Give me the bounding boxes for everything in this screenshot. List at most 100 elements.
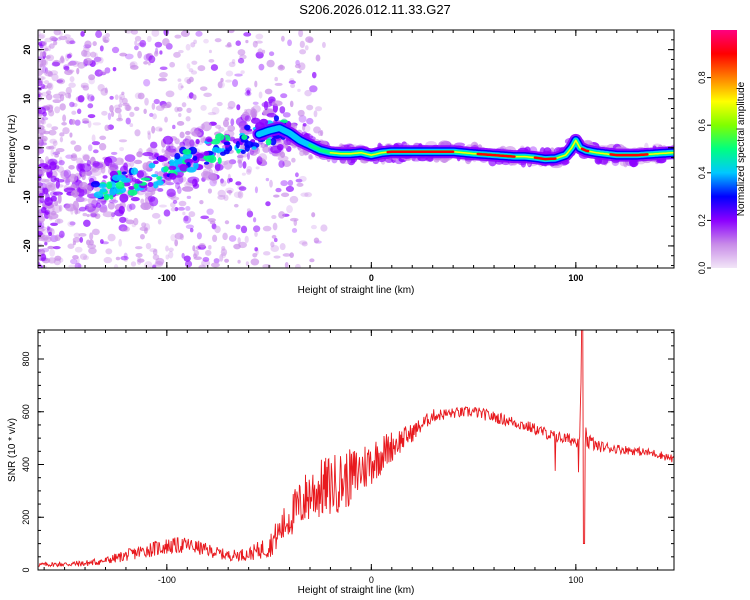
- amplitude-blob: [107, 233, 116, 242]
- amplitude-blob: [203, 92, 212, 98]
- amplitude-blob: [137, 92, 145, 100]
- amplitude-blob: [121, 91, 125, 96]
- amplitude-blob: [107, 112, 112, 121]
- amplitude-blob: [143, 53, 153, 62]
- amplitude-blob: [65, 92, 71, 99]
- amplitude-blob: [246, 166, 253, 173]
- colorbar-tick-label: 0.6: [697, 119, 707, 132]
- amplitude-blob: [280, 180, 288, 187]
- amplitude-blob: [119, 96, 123, 104]
- amplitude-blob: [301, 241, 308, 247]
- amplitude-blob: [242, 161, 247, 169]
- amplitude-blob: [174, 34, 182, 39]
- amplitude-blob: [81, 49, 88, 57]
- amplitude-blob: [136, 169, 147, 180]
- amplitude-blob: [246, 210, 254, 218]
- amplitude-blob: [74, 246, 83, 253]
- amplitude-blob: [252, 101, 259, 105]
- amplitude-blob: [148, 55, 156, 64]
- amplitude-blob: [121, 226, 128, 232]
- amplitude-blob: [58, 35, 68, 41]
- amplitude-blob: [311, 212, 316, 218]
- amplitude-blob: [102, 175, 108, 179]
- amplitude-blob: [297, 109, 305, 117]
- amplitude-blob: [161, 148, 165, 153]
- amplitude-blob: [68, 165, 75, 170]
- ridge-blob: [169, 173, 177, 180]
- amplitude-blob: [241, 111, 250, 122]
- amplitude-blob: [177, 82, 183, 91]
- amplitude-blob: [265, 177, 270, 182]
- amplitude-blob: [227, 100, 236, 109]
- amplitude-blob: [118, 238, 122, 247]
- amplitude-blob: [201, 170, 212, 179]
- amplitude-blob: [279, 64, 284, 70]
- amplitude-blob: [74, 262, 82, 268]
- ridge-blob: [157, 155, 166, 163]
- ridge-blob: [168, 165, 177, 171]
- amplitude-blob: [228, 30, 235, 34]
- amplitude-blob: [192, 245, 196, 252]
- amplitude-blob: [72, 200, 80, 211]
- amplitude-blob: [109, 105, 114, 113]
- amplitude-blob: [87, 197, 97, 205]
- amplitude-blob: [134, 40, 138, 46]
- amplitude-blob: [120, 255, 129, 261]
- ridge-blob: [244, 124, 251, 131]
- amplitude-blob: [133, 159, 143, 165]
- amplitude-blob: [225, 70, 234, 77]
- amplitude-blob: [129, 64, 139, 70]
- amplitude-blob: [211, 106, 220, 115]
- amplitude-blob: [263, 251, 271, 256]
- amplitude-blob: [311, 71, 317, 79]
- amplitude-blob: [225, 187, 234, 194]
- amplitude-blob: [151, 30, 160, 37]
- amplitude-blob: [185, 206, 191, 211]
- amplitude-blob: [72, 102, 78, 108]
- amplitude-blob: [184, 260, 193, 268]
- amplitude-blob: [93, 149, 99, 154]
- amplitude-blob: [274, 76, 278, 82]
- amplitude-blob: [38, 62, 43, 69]
- amplitude-blob: [178, 112, 182, 118]
- amplitude-blob: [50, 222, 58, 227]
- amplitude-blob: [279, 106, 286, 114]
- amplitude-blob: [129, 123, 134, 128]
- amplitude-blob: [54, 154, 59, 158]
- amplitude-blob: [182, 211, 186, 216]
- amplitude-blob: [99, 207, 108, 213]
- amplitude-blob: [38, 170, 44, 175]
- amplitude-blob: [124, 53, 134, 60]
- ridge-blob: [184, 158, 194, 164]
- amplitude-blob: [45, 104, 54, 110]
- amplitude-blob: [123, 258, 128, 262]
- ridge-blob: [195, 153, 205, 159]
- amplitude-blob: [105, 248, 113, 255]
- amplitude-blob: [147, 130, 151, 135]
- amplitude-blob: [58, 204, 63, 212]
- amplitude-blob: [210, 262, 220, 268]
- amplitude-blob: [44, 178, 53, 184]
- amplitude-blob: [190, 70, 198, 75]
- amplitude-blob: [100, 88, 109, 96]
- amplitude-blob: [48, 109, 55, 117]
- amplitude-blob: [119, 52, 128, 57]
- amplitude-blob: [118, 139, 128, 143]
- colorbar: 0.0 0.2 0.4 0.6 0.8 Normalized spectral ampli…: [697, 30, 747, 274]
- amplitude-blob: [162, 38, 170, 47]
- amplitude-blob: [118, 224, 128, 232]
- amplitude-blob: [143, 78, 151, 87]
- amplitude-blob: [257, 48, 263, 54]
- amplitude-blob: [152, 265, 158, 268]
- amplitude-blob: [55, 180, 60, 189]
- amplitude-blob: [143, 108, 147, 115]
- amplitude-blob: [46, 90, 52, 95]
- amplitude-blob: [153, 50, 159, 57]
- x-tick-label: 0: [369, 575, 374, 585]
- amplitude-blob: [244, 235, 249, 244]
- amplitude-blob: [232, 79, 239, 87]
- amplitude-blob: [186, 63, 191, 70]
- amplitude-blob: [66, 40, 70, 45]
- amplitude-blob: [177, 186, 182, 195]
- amplitude-blob: [66, 69, 75, 73]
